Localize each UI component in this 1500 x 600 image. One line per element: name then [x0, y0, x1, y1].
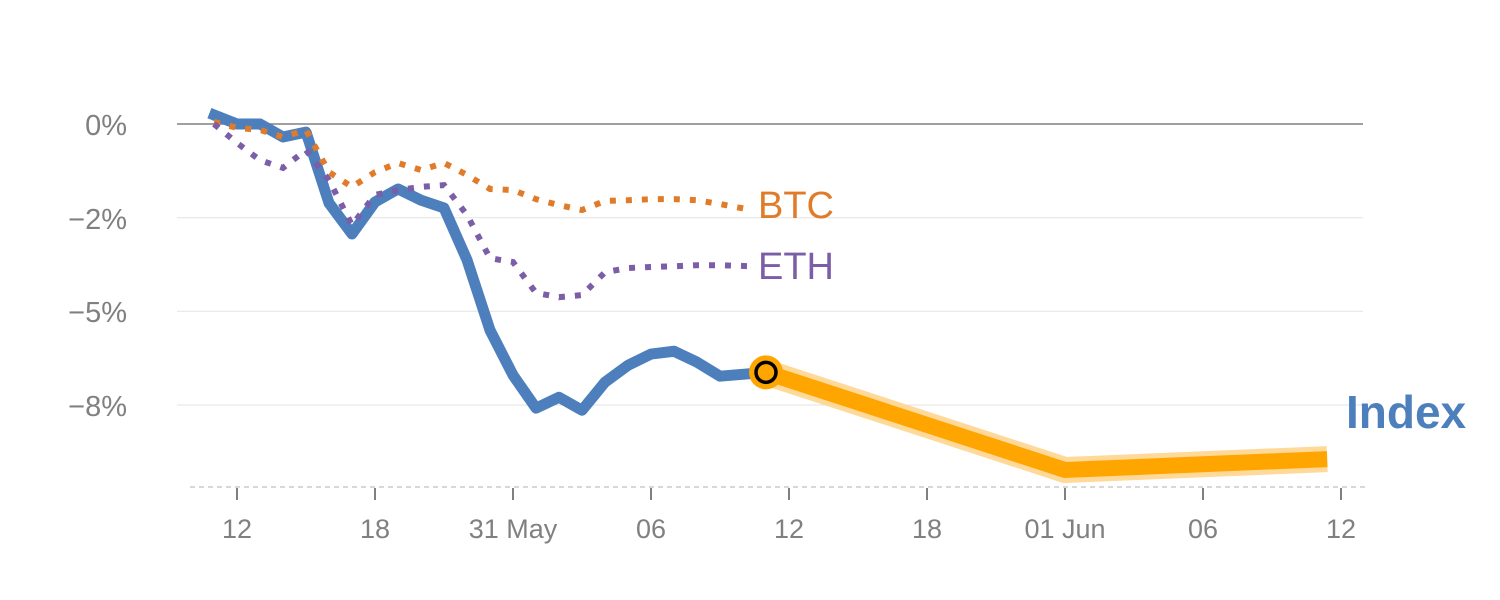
series-index	[207, 107, 767, 416]
x-tick-label: 18	[912, 514, 942, 544]
index-label: Index	[1346, 386, 1467, 438]
series-index-forecast	[763, 364, 1328, 479]
btc-label: BTC	[758, 185, 834, 227]
y-tick-label: 0%	[85, 110, 127, 142]
y-tick-label: −5%	[68, 297, 127, 329]
series-eth	[212, 121, 753, 301]
x-tick-label: 12	[1326, 514, 1356, 544]
eth-label: ETH	[758, 246, 834, 288]
series-btc	[213, 118, 753, 214]
x-tick-label: 06	[636, 514, 666, 544]
current-point-marker-inner	[754, 360, 778, 385]
x-tick-label: 06	[1188, 514, 1218, 544]
x-tick-label: 12	[222, 514, 252, 544]
x-tick-label: 12	[774, 514, 804, 544]
x-tick-label: 01 Jun	[1024, 514, 1105, 544]
y-tick-label: −2%	[68, 204, 127, 236]
x-tick-label: 31 May	[469, 514, 558, 544]
y-tick-label: −8%	[68, 391, 127, 423]
x-tick-label: 18	[360, 514, 390, 544]
